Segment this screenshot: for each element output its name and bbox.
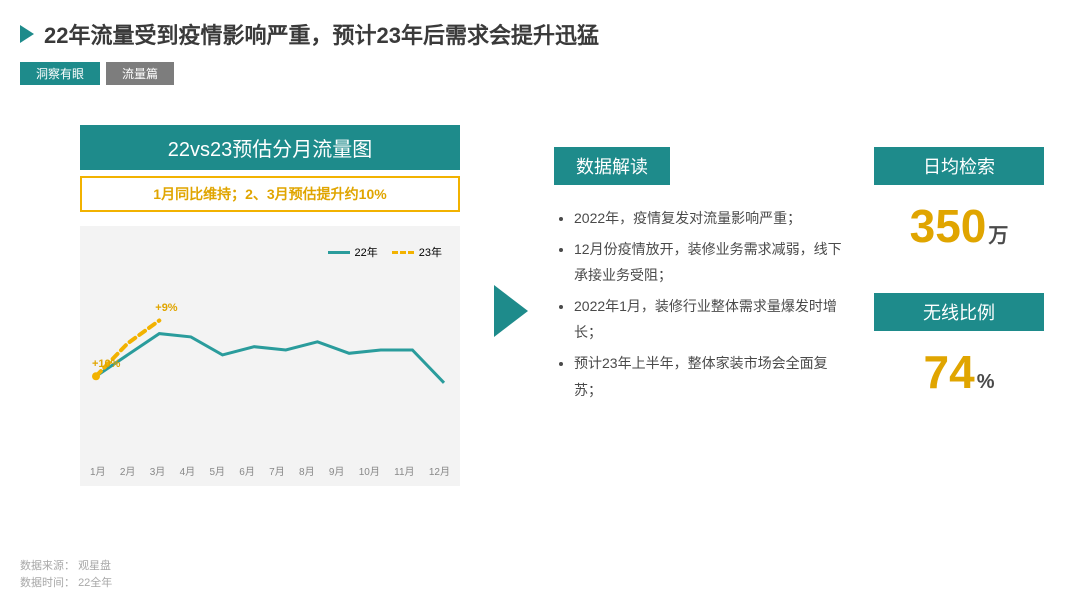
metrics-column: 日均检索 350 万 无线比例 74 % <box>874 147 1044 399</box>
x-tick-label: 4月 <box>180 463 196 478</box>
arrow-right-icon <box>494 285 528 337</box>
x-tick-label: 7月 <box>269 463 285 478</box>
interpretation-bullet: 2022年，疫情复发对流量影响严重； <box>574 205 854 232</box>
footer-time-value: 22全年 <box>78 577 112 589</box>
chart-annotation: +9% <box>155 302 177 314</box>
interpretation-title: 数据解读 <box>554 147 670 185</box>
metric-daily-search: 日均检索 350 万 <box>874 147 1044 253</box>
legend-swatch-solid-icon <box>328 251 350 254</box>
metric-mobile-ratio: 无线比例 74 % <box>874 293 1044 399</box>
interpretation-bullet: 预计23年上半年，整体家装市场会全面复苏； <box>574 350 854 403</box>
legend-item-23: 23年 <box>392 244 442 260</box>
legend-label: 22年 <box>355 244 378 260</box>
x-tick-label: 9月 <box>329 463 345 478</box>
line-chart <box>90 238 450 438</box>
content-area: 22vs23预估分月流量图 1月同比维持；2、3月预估提升约10% 22年 23… <box>0 85 1080 486</box>
chart-panel: 22vs23预估分月流量图 1月同比维持；2、3月预估提升约10% 22年 23… <box>80 125 460 486</box>
metric-unit: % <box>977 371 995 394</box>
chart-legend: 22年 23年 <box>328 244 443 260</box>
metric-label: 无线比例 <box>874 293 1044 331</box>
title-row: 22年流量受到疫情影响严重，预计23年后需求会提升迅猛 <box>0 0 1080 58</box>
chart-title: 22vs23预估分月流量图 <box>80 125 460 170</box>
title-marker-icon <box>20 25 34 43</box>
metric-value: 74 <box>924 345 975 399</box>
interpretation-list: 2022年，疫情复发对流量影响严重； 12月份疫情放开，装修业务需求减弱，线下承接… <box>554 205 854 403</box>
page-title: 22年流量受到疫情影响严重，预计23年后需求会提升迅猛 <box>44 18 599 50</box>
chart-subtitle: 1月同比维持；2、3月预估提升约10% <box>80 176 460 212</box>
footer-source: 数据来源： 观星盘 数据时间： 22全年 <box>20 558 112 591</box>
metric-label: 日均检索 <box>874 147 1044 185</box>
legend-swatch-dash-icon <box>392 251 414 254</box>
metric-unit: 万 <box>988 219 1008 248</box>
x-axis-labels: 1月 2月 3月 4月 5月 6月 7月 8月 9月 10月 11月 12月 <box>90 463 450 478</box>
x-tick-label: 1月 <box>90 463 106 478</box>
x-tick-label: 2月 <box>120 463 136 478</box>
interpretation-bullet: 2022年1月，装修行业整体需求量爆发时增长； <box>574 293 854 346</box>
x-tick-label: 6月 <box>239 463 255 478</box>
metric-value: 350 <box>910 199 987 253</box>
x-tick-label: 12月 <box>429 463 450 478</box>
chart-box: 22年 23年 1月 2月 3月 4月 5月 6月 7月 8月 9月 10月 11月 12月 +10%… <box>80 226 460 486</box>
footer-time-label: 数据时间： <box>20 577 75 589</box>
interpretation-column: 数据解读 2022年，疫情复发对流量影响严重； 12月份疫情放开，装修业务需求减弱… <box>554 147 854 407</box>
x-tick-label: 11月 <box>394 463 414 478</box>
footer-source-value: 观星盘 <box>78 560 111 572</box>
tab-traffic[interactable]: 流量篇 <box>106 62 174 85</box>
interpretation-bullet: 12月份疫情放开，装修业务需求减弱，线下承接业务受阻； <box>574 236 854 289</box>
footer-source-label: 数据来源： <box>20 560 75 572</box>
x-tick-label: 5月 <box>209 463 225 478</box>
x-tick-label: 10月 <box>359 463 380 478</box>
legend-item-22: 22年 <box>328 244 378 260</box>
legend-label: 23年 <box>419 244 442 260</box>
x-tick-label: 8月 <box>299 463 315 478</box>
tabs-row: 洞察有眼 流量篇 <box>0 62 1080 85</box>
chart-annotation: +10% <box>92 358 120 370</box>
x-tick-label: 3月 <box>150 463 166 478</box>
tab-insight[interactable]: 洞察有眼 <box>20 62 100 85</box>
